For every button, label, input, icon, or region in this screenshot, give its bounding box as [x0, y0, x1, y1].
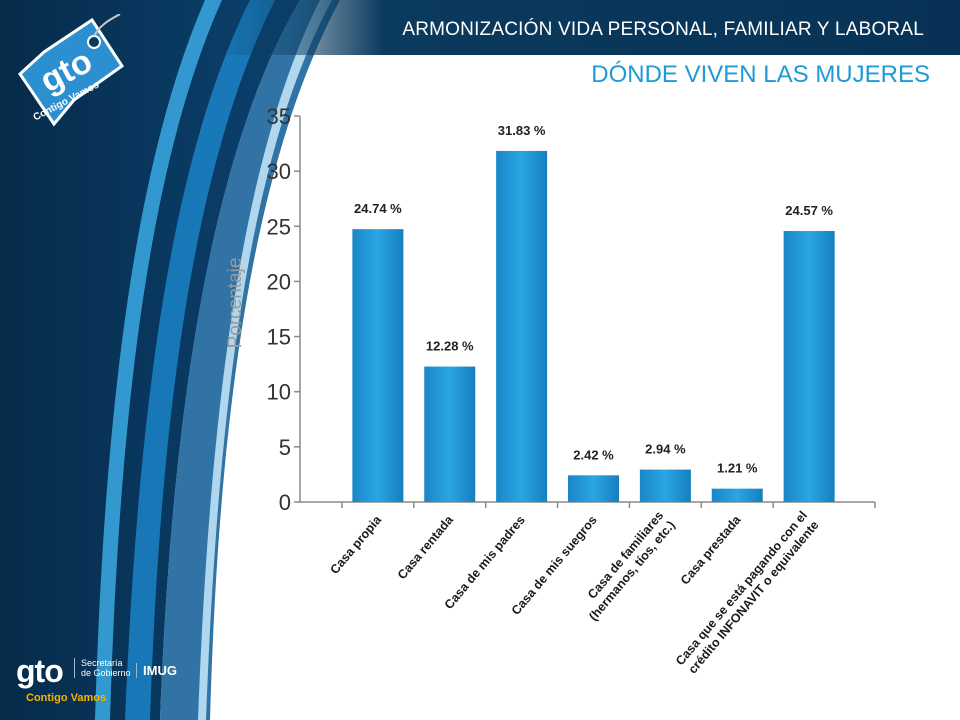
category-label-line: Casa propia: [327, 512, 384, 577]
category-label: Casa de mis padres: [442, 513, 528, 612]
y-tick-label: 25: [267, 214, 291, 239]
y-tick-label: 20: [267, 269, 291, 294]
footer-imug: IMUG: [136, 663, 177, 678]
category-label-line: Casa que se está pagando con el: [673, 508, 810, 668]
bar: [568, 475, 619, 502]
data-label: 2.94 %: [645, 442, 686, 457]
category-label: Casa que se está pagando con elcrédito I…: [673, 508, 822, 677]
y-tick-label: 30: [267, 159, 291, 184]
bar: [783, 231, 835, 502]
category-label: Casa propia: [327, 512, 384, 577]
category-label: Casa rentada: [395, 512, 457, 582]
data-label: 24.74 %: [354, 201, 402, 216]
data-label: 24.57 %: [785, 203, 833, 218]
category-label-line: Casa prestada: [678, 512, 744, 587]
bar: [496, 150, 548, 502]
footer-slogan: Contigo Vamos: [26, 692, 107, 704]
tag-logo-icon: [18, 14, 125, 127]
y-tick-label: 5: [279, 435, 291, 460]
category-label-line: (hermanos, tíos, etc.): [586, 518, 678, 623]
category-label-line: Casa rentada: [395, 512, 457, 582]
category-label: Casa prestada: [678, 512, 744, 587]
data-label: 31.83 %: [498, 123, 546, 138]
page-title: DÓNDE VIVEN LAS MUJERES: [591, 61, 930, 88]
bar: [639, 469, 691, 502]
header-band: [0, 0, 960, 55]
category-label-line: Casa de mis padres: [442, 513, 528, 612]
y-tick-label: 35: [267, 104, 291, 129]
footer-logo: gto: [16, 653, 64, 689]
bar: [711, 488, 763, 502]
footer-secretaria: Secretaría de Gobierno: [74, 658, 135, 678]
bar: [352, 229, 404, 502]
data-label: 12.28 %: [426, 339, 474, 354]
category-label-line: crédito INFONAVIT o equivalente: [686, 518, 822, 676]
y-tick-label: 10: [267, 380, 291, 405]
y-tick-label: 15: [267, 325, 291, 350]
header-title: ARMONIZACIÓN VIDA PERSONAL, FAMILIAR Y L…: [402, 19, 924, 40]
y-axis-label: Porcentaje: [225, 258, 246, 349]
chart-bars: [352, 150, 835, 502]
bar: [424, 366, 476, 502]
data-label: 1.21 %: [717, 461, 758, 476]
category-label-line: Casa de mis suegros: [509, 513, 600, 618]
y-tick-label: 0: [279, 490, 291, 515]
category-label: Casa de mis suegros: [509, 513, 600, 618]
data-label: 2.42 %: [573, 447, 614, 462]
